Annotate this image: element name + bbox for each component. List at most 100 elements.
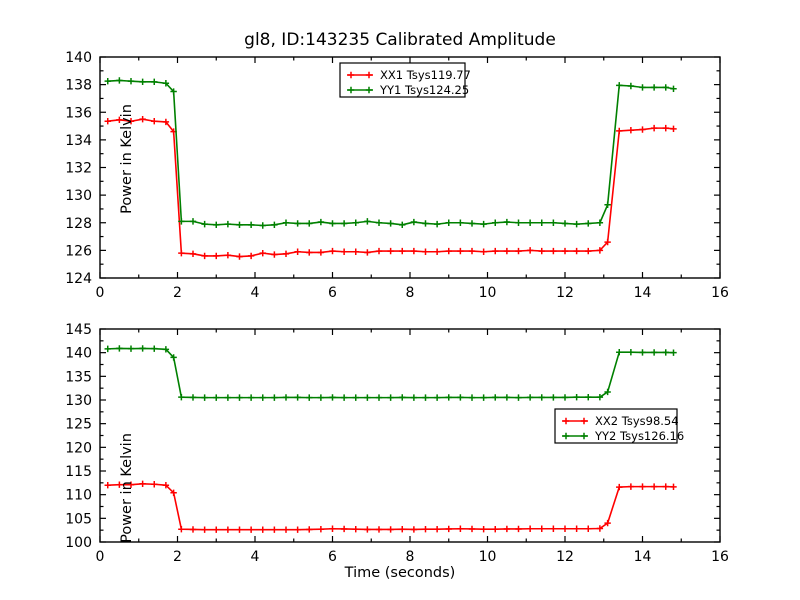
series-marker bbox=[627, 82, 635, 90]
series-marker bbox=[422, 220, 429, 227]
series-marker bbox=[213, 221, 220, 229]
series-marker bbox=[306, 526, 313, 533]
y-tick-label: 126 bbox=[65, 243, 92, 259]
x-tick-label: 0 bbox=[96, 549, 105, 565]
x-tick-label: 0 bbox=[96, 285, 105, 301]
series-marker bbox=[178, 249, 185, 257]
series-marker bbox=[329, 247, 336, 255]
series-marker bbox=[480, 394, 487, 401]
series-marker bbox=[550, 247, 557, 255]
series-marker bbox=[670, 349, 677, 356]
series-marker bbox=[650, 483, 658, 490]
series-marker bbox=[224, 252, 232, 259]
series-marker bbox=[201, 526, 208, 533]
series-marker bbox=[596, 525, 604, 532]
series-marker bbox=[468, 220, 476, 227]
series-marker bbox=[151, 118, 158, 125]
series-line bbox=[107, 79, 674, 227]
series-marker bbox=[213, 394, 220, 401]
series-marker bbox=[340, 220, 348, 227]
series-marker bbox=[457, 247, 464, 255]
series-marker bbox=[170, 489, 177, 496]
legend-swatch-marker bbox=[580, 417, 588, 425]
series-marker bbox=[550, 219, 557, 226]
series-marker bbox=[433, 220, 441, 228]
series-marker bbox=[662, 124, 669, 132]
series-marker bbox=[550, 525, 557, 532]
series-marker bbox=[364, 526, 371, 533]
series-marker bbox=[433, 248, 441, 255]
series-marker bbox=[127, 481, 135, 488]
legend-swatch-marker bbox=[347, 86, 355, 94]
series-marker bbox=[662, 483, 669, 490]
bottom-y-axis-label: Power in Kelvin bbox=[119, 433, 135, 543]
series-marker bbox=[178, 526, 185, 533]
series-marker bbox=[247, 252, 255, 260]
series-marker bbox=[329, 220, 336, 227]
series-marker bbox=[399, 247, 406, 255]
series-marker bbox=[294, 394, 301, 401]
series-marker bbox=[585, 525, 592, 532]
series-marker bbox=[352, 219, 359, 226]
x-tick-label: 14 bbox=[634, 285, 652, 301]
legend-swatch-marker bbox=[562, 432, 570, 440]
series-marker bbox=[271, 251, 278, 258]
series-marker bbox=[170, 88, 177, 95]
series-marker bbox=[503, 218, 511, 226]
series-marker bbox=[294, 220, 301, 227]
series-marker bbox=[561, 525, 569, 532]
series-line bbox=[107, 347, 674, 399]
series-marker bbox=[352, 394, 359, 401]
series-marker bbox=[616, 483, 623, 491]
series-marker bbox=[201, 252, 208, 260]
series-marker bbox=[178, 218, 185, 225]
series-marker bbox=[247, 394, 255, 401]
y-tick-label: 132 bbox=[65, 161, 92, 177]
series-marker bbox=[213, 252, 220, 260]
series-marker bbox=[445, 219, 452, 226]
x-tick-label: 4 bbox=[251, 285, 260, 301]
series-marker bbox=[364, 249, 371, 256]
x-tick-label: 4 bbox=[251, 549, 260, 565]
page-title: gl8, ID:143235 Calibrated Amplitude bbox=[244, 30, 556, 50]
series-marker bbox=[468, 394, 476, 401]
series-marker bbox=[317, 218, 325, 226]
series-marker bbox=[596, 219, 604, 226]
series-marker bbox=[503, 394, 511, 401]
series-marker bbox=[662, 349, 669, 356]
series-marker bbox=[352, 248, 359, 255]
series-marker bbox=[162, 346, 170, 353]
series-marker bbox=[399, 394, 406, 401]
series-marker bbox=[526, 525, 534, 532]
legend-label: XX2 Tsys98.54 bbox=[595, 414, 679, 428]
series-marker bbox=[375, 394, 383, 401]
series-marker bbox=[259, 249, 266, 257]
series-marker bbox=[422, 394, 429, 401]
series-marker bbox=[616, 82, 623, 89]
top-plot-axes: Power in Kelvin 0 2 4 6 8 10 12 14 16 124 126 128 13… bbox=[65, 50, 729, 301]
series-marker bbox=[639, 84, 646, 91]
legend-box bbox=[339, 62, 466, 98]
series-marker bbox=[294, 248, 301, 255]
legend-swatch-marker bbox=[347, 71, 355, 79]
series-marker bbox=[271, 221, 278, 229]
series-marker bbox=[259, 394, 266, 401]
series-marker bbox=[236, 394, 243, 401]
series-marker bbox=[236, 253, 243, 260]
series-marker bbox=[639, 349, 646, 356]
y-tick-label: 130 bbox=[65, 393, 92, 409]
series-marker bbox=[480, 248, 487, 255]
series-marker bbox=[492, 219, 499, 226]
series-marker bbox=[627, 348, 635, 356]
series-marker bbox=[317, 526, 325, 533]
series-marker bbox=[306, 394, 313, 401]
series-marker bbox=[604, 519, 611, 527]
series-marker bbox=[306, 249, 313, 256]
series-marker bbox=[104, 77, 111, 85]
x-tick-label: 10 bbox=[479, 285, 497, 301]
series-marker bbox=[596, 247, 604, 254]
series-marker bbox=[399, 221, 406, 229]
series-marker bbox=[480, 526, 487, 533]
